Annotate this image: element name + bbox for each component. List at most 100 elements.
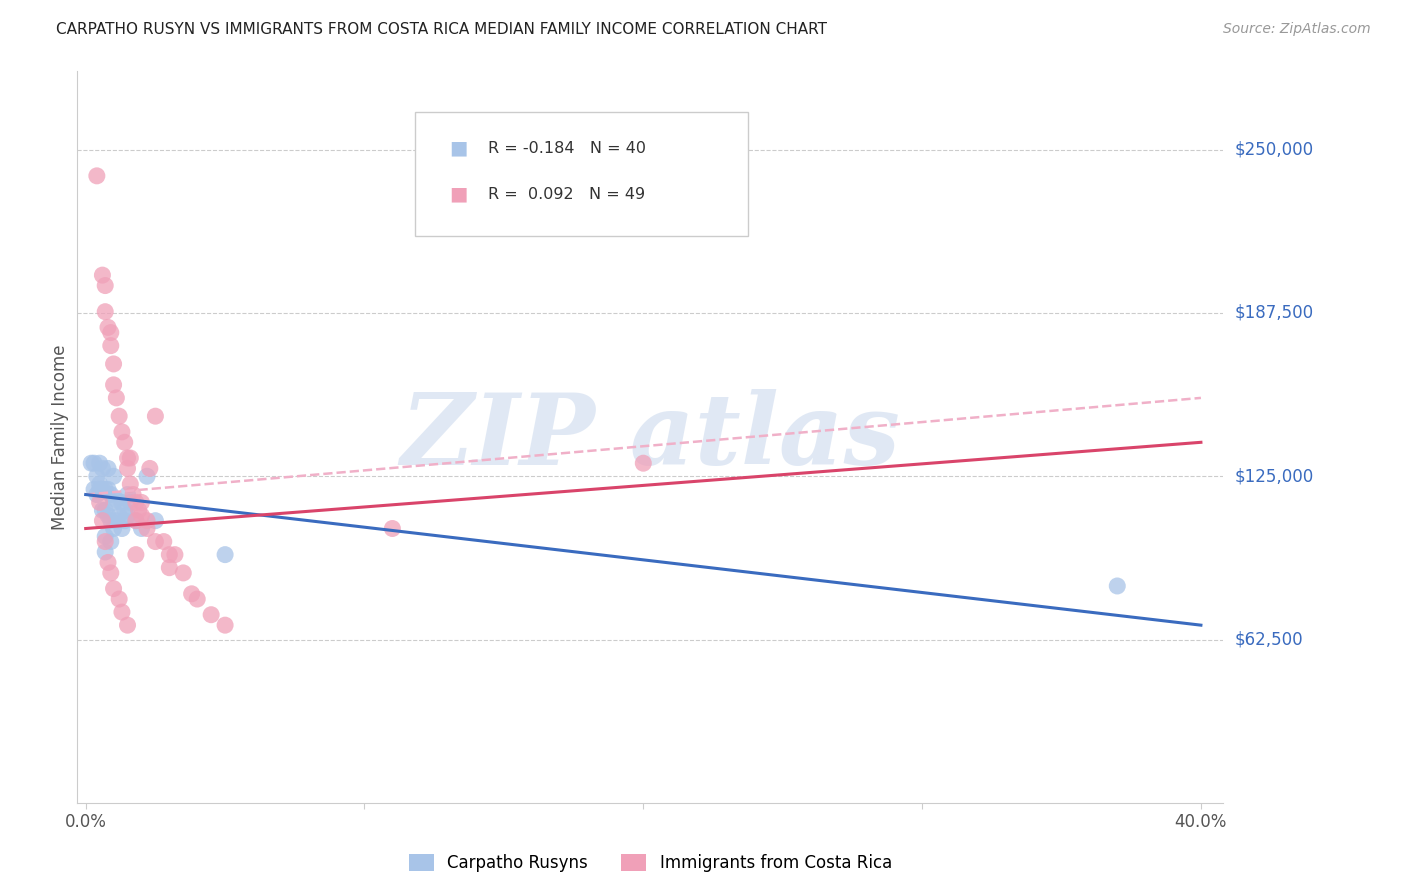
Point <box>111 605 134 619</box>
Text: ■: ■ <box>450 138 468 158</box>
Point <box>86 469 108 483</box>
Point <box>105 514 128 528</box>
Point <box>94 483 117 497</box>
Point <box>114 503 136 517</box>
Point <box>103 495 125 509</box>
Point <box>125 495 148 509</box>
Point <box>97 556 120 570</box>
Point <box>180 587 202 601</box>
Point <box>117 461 139 475</box>
Point <box>111 425 134 439</box>
Point <box>89 477 111 491</box>
Text: CARPATHO RUSYN VS IMMIGRANTS FROM COSTA RICA MEDIAN FAMILY INCOME CORRELATION CH: CARPATHO RUSYN VS IMMIGRANTS FROM COSTA … <box>56 22 827 37</box>
Point <box>94 304 117 318</box>
Point <box>131 521 153 535</box>
Point <box>114 435 136 450</box>
Point <box>103 357 125 371</box>
Point <box>186 592 208 607</box>
Point <box>120 477 142 491</box>
Point <box>214 548 236 562</box>
Point <box>214 618 236 632</box>
Point <box>97 483 120 497</box>
Point <box>114 514 136 528</box>
Point <box>120 495 142 509</box>
FancyBboxPatch shape <box>415 112 748 235</box>
Point <box>139 461 162 475</box>
Point <box>105 391 128 405</box>
Point <box>152 534 174 549</box>
Point <box>111 521 134 535</box>
Point <box>97 320 120 334</box>
Point <box>125 514 148 528</box>
Point <box>83 456 105 470</box>
Point <box>128 503 150 517</box>
Point <box>145 514 167 528</box>
Point <box>103 521 125 535</box>
Text: $125,000: $125,000 <box>1234 467 1313 485</box>
Point <box>91 514 114 528</box>
Point <box>97 461 120 475</box>
Point <box>117 618 139 632</box>
Point <box>136 469 159 483</box>
Point <box>117 508 139 523</box>
Point <box>117 487 139 501</box>
Point <box>163 548 186 562</box>
Point <box>125 514 148 528</box>
Point <box>94 278 117 293</box>
Point <box>91 461 114 475</box>
Point <box>136 521 159 535</box>
Point <box>131 495 153 509</box>
Text: ZIP atlas: ZIP atlas <box>401 389 900 485</box>
Point <box>100 326 122 340</box>
Point <box>633 456 655 470</box>
Point <box>111 495 134 509</box>
Point <box>1107 579 1129 593</box>
Point <box>94 503 117 517</box>
Point <box>86 169 108 183</box>
Point <box>94 529 117 543</box>
Point <box>172 566 194 580</box>
Text: ■: ■ <box>450 185 468 203</box>
Point <box>145 409 167 424</box>
Point <box>91 503 114 517</box>
Point <box>108 409 131 424</box>
Legend: Carpatho Rusyns, Immigrants from Costa Rica: Carpatho Rusyns, Immigrants from Costa R… <box>402 847 898 879</box>
Y-axis label: Median Family Income: Median Family Income <box>51 344 69 530</box>
Point <box>145 534 167 549</box>
Text: $250,000: $250,000 <box>1234 141 1313 159</box>
Point <box>89 483 111 497</box>
Point <box>100 338 122 352</box>
Point <box>103 582 125 596</box>
Text: Source: ZipAtlas.com: Source: ZipAtlas.com <box>1223 22 1371 37</box>
Point <box>108 592 131 607</box>
Point <box>120 450 142 465</box>
Point <box>125 548 148 562</box>
Point <box>86 487 108 501</box>
Point <box>103 469 125 483</box>
Text: $187,500: $187,500 <box>1234 304 1313 322</box>
Point <box>97 508 120 523</box>
Point <box>100 566 122 580</box>
Point <box>91 483 114 497</box>
Point <box>122 487 145 501</box>
Point <box>105 492 128 507</box>
Point <box>131 508 153 523</box>
Point <box>103 377 125 392</box>
Point <box>157 548 180 562</box>
Point <box>94 534 117 549</box>
Point <box>108 508 131 523</box>
Point <box>89 456 111 470</box>
Point <box>83 483 105 497</box>
Point <box>89 495 111 509</box>
Point <box>100 534 122 549</box>
Text: $62,500: $62,500 <box>1234 631 1303 648</box>
Point <box>100 487 122 501</box>
Point <box>117 450 139 465</box>
Text: R =  0.092   N = 49: R = 0.092 N = 49 <box>488 186 645 202</box>
Point <box>200 607 222 622</box>
Point <box>381 521 404 535</box>
Point <box>100 514 122 528</box>
Point <box>136 514 159 528</box>
Text: R = -0.184   N = 40: R = -0.184 N = 40 <box>488 141 645 156</box>
Point <box>94 545 117 559</box>
